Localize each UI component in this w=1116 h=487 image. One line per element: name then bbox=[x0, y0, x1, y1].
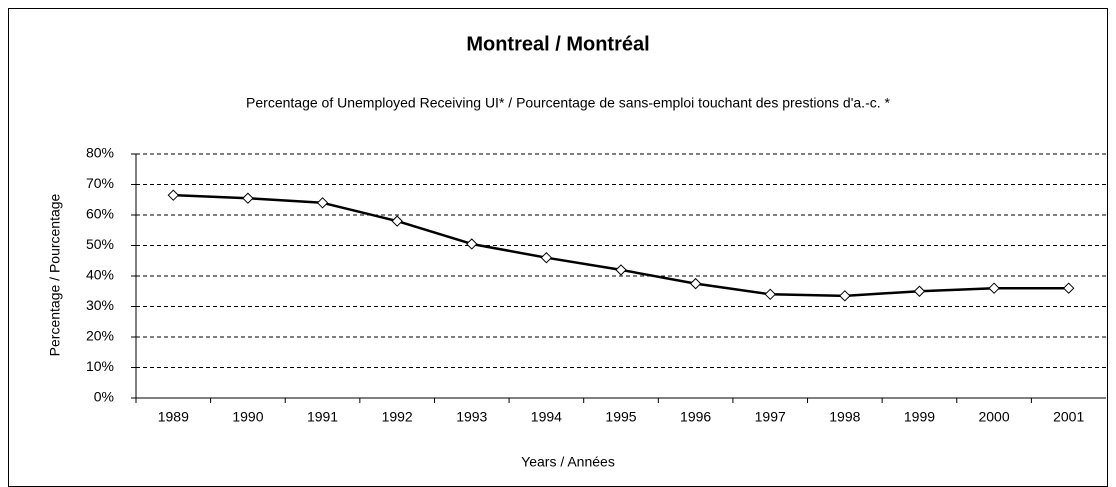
chart-title: Montreal / Montréal bbox=[466, 33, 649, 55]
y-tick-label: 20% bbox=[86, 328, 114, 344]
x-axis-label: Years / Années bbox=[521, 454, 615, 470]
x-tick-label: 2001 bbox=[1053, 409, 1084, 425]
y-axis-label: Percentage / Pourcentage bbox=[47, 193, 63, 356]
data-point bbox=[466, 238, 478, 250]
data-point bbox=[242, 192, 254, 204]
x-tick-label: 1989 bbox=[158, 409, 189, 425]
y-tick-label: 30% bbox=[86, 297, 114, 313]
data-point bbox=[913, 285, 926, 297]
y-tick-label: 80% bbox=[86, 145, 114, 161]
y-tick-label: 0% bbox=[94, 389, 114, 405]
data-point bbox=[839, 290, 851, 302]
data-point bbox=[764, 288, 776, 301]
data-point bbox=[689, 277, 702, 290]
y-tick-label: 50% bbox=[86, 236, 114, 252]
x-tick-label: 2000 bbox=[978, 409, 1009, 425]
x-tick-label: 1996 bbox=[680, 409, 711, 425]
data-point bbox=[1062, 282, 1075, 294]
data-point bbox=[316, 197, 329, 209]
y-tick-label: 40% bbox=[86, 267, 114, 283]
x-tick-label: 1997 bbox=[755, 409, 786, 425]
data-point bbox=[540, 251, 553, 264]
x-tick-label: 1990 bbox=[232, 409, 263, 425]
x-tick-label: 1993 bbox=[456, 409, 487, 425]
x-tick-label: 1999 bbox=[904, 409, 935, 425]
data-point bbox=[167, 189, 180, 201]
y-tick-label: 70% bbox=[86, 175, 114, 191]
chart-subtitle: Percentage of Unemployed Receiving UI* /… bbox=[246, 95, 890, 111]
y-tick-label: 60% bbox=[86, 206, 114, 222]
data-point bbox=[615, 264, 627, 276]
data-point bbox=[988, 282, 1000, 294]
x-tick-label: 1995 bbox=[605, 409, 636, 425]
x-tick-label: 1991 bbox=[307, 409, 338, 425]
x-tick-label: 1998 bbox=[829, 409, 860, 425]
data-point bbox=[391, 215, 403, 227]
x-tick-label: 1994 bbox=[531, 409, 562, 425]
y-tick-label: 10% bbox=[86, 358, 114, 374]
x-tick-label: 1992 bbox=[382, 409, 413, 425]
chart-frame bbox=[8, 8, 1108, 487]
